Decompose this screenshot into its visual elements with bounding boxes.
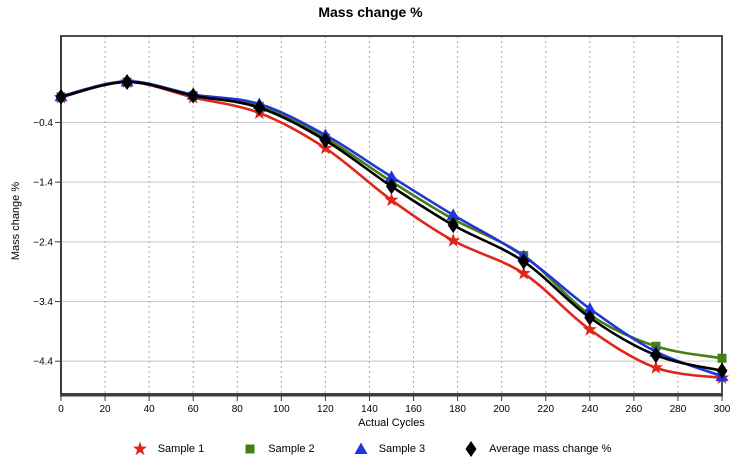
star-marker: [446, 233, 461, 247]
diamond-marker: [518, 253, 530, 270]
x-axis-title: Actual Cycles: [358, 417, 425, 429]
diamond-marker: [319, 132, 331, 149]
x-tick-label: 140: [361, 404, 378, 415]
square-icon: [245, 444, 255, 454]
legend-item-sample-2: Sample 2: [240, 440, 315, 458]
x-tick-label: 0: [58, 404, 64, 415]
x-tick-label: 100: [273, 404, 290, 415]
y-tick-label: −0.4: [33, 118, 53, 129]
diamond-marker: [187, 87, 199, 104]
legend-label: Sample 2: [268, 443, 315, 455]
diamond-marker: [447, 217, 459, 234]
legend-label: Sample 1: [157, 443, 205, 455]
x-tick-label: 200: [493, 404, 510, 415]
x-tick-label: 240: [581, 404, 598, 415]
diamond-marker: [716, 362, 728, 379]
star-marker: [582, 322, 597, 336]
star-marker: [516, 265, 531, 280]
y-tick-label: −4.4: [33, 357, 53, 368]
x-tick-label: 40: [144, 404, 156, 415]
diamond-marker: [650, 347, 662, 364]
diamond-marker: [253, 99, 265, 116]
star-marker: [648, 360, 664, 374]
series-line-average-mass-change-: [60, 80, 723, 372]
legend-item-sample-1: Sample 1: [130, 440, 204, 458]
x-tick-label: 60: [188, 404, 200, 415]
legend: Sample 1 Sample 2 Sample 3 Average mass cha…: [0, 440, 741, 458]
chart-title: Mass change %: [318, 4, 423, 20]
diamond-marker: [584, 309, 596, 326]
star-marker: [384, 192, 399, 207]
x-tick-label: 20: [100, 404, 112, 415]
x-tick-label: 300: [714, 404, 731, 415]
triangle-marker: [583, 302, 597, 314]
y-tick-label: −1.4: [33, 178, 53, 189]
series-line-sample-3: [60, 80, 723, 378]
triangle-marker: [385, 170, 398, 182]
square-marker: [717, 353, 727, 363]
y-tick-label: −3.4: [33, 297, 53, 308]
diamond-marker: [55, 88, 67, 105]
triangle-marker: [446, 208, 460, 220]
triangle-icon: [354, 442, 368, 454]
x-tick-label: 280: [670, 404, 687, 415]
y-tick-label: −2.4: [33, 237, 53, 248]
diamond-marker: [121, 73, 133, 90]
x-tick-label: 220: [537, 404, 554, 415]
series-line-sample-2: [60, 80, 723, 360]
diamond-marker: [386, 178, 397, 195]
x-tick-label: 80: [232, 404, 244, 415]
x-tick-label: 260: [626, 404, 643, 415]
x-tick-label: 120: [317, 404, 334, 415]
x-tick-label: 160: [405, 404, 422, 415]
legend-label: Average mass change %: [489, 443, 612, 455]
x-tick-label: 180: [449, 404, 466, 415]
y-axis-title: Mass change %: [10, 181, 22, 261]
legend-item-average-mass-change-: Average mass change %: [461, 440, 611, 458]
star-icon: [132, 441, 147, 456]
legend-label: Sample 3: [378, 443, 426, 455]
diamond-icon: [465, 441, 477, 457]
legend-item-sample-3: Sample 3: [351, 440, 425, 458]
